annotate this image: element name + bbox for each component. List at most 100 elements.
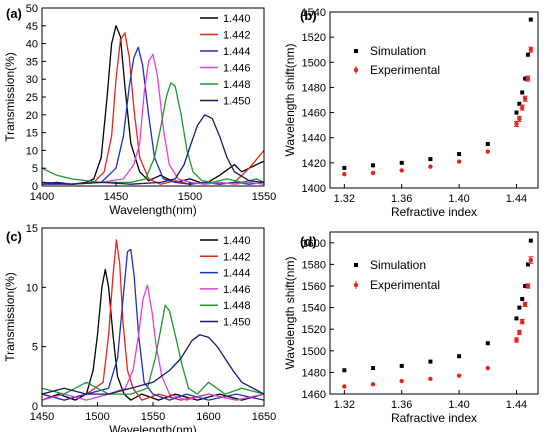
y-tick-label: 10 bbox=[26, 282, 38, 294]
y-axis-title: Wavelength shift(nm) bbox=[283, 44, 297, 157]
data-point-experimental bbox=[370, 382, 376, 387]
y-tick-label: 1520 bbox=[302, 32, 326, 44]
series-line-1.440 bbox=[42, 268, 264, 401]
x-tick-label: 1400 bbox=[30, 191, 54, 203]
data-point-simulation bbox=[342, 165, 347, 170]
legend-label: Experimental bbox=[370, 278, 440, 292]
legend-label: Simulation bbox=[370, 258, 426, 272]
y-tick-label: 15 bbox=[26, 128, 38, 140]
y-tick-label: 1540 bbox=[302, 303, 326, 315]
legend-label: Experimental bbox=[370, 63, 440, 77]
data-point-experimental bbox=[528, 257, 534, 263]
y-tick-label: 45 bbox=[26, 21, 38, 33]
data-point-simulation bbox=[485, 142, 490, 146]
data-point-simulation bbox=[528, 238, 533, 243]
data-point-simulation bbox=[371, 163, 376, 168]
legend-label: 1.450 bbox=[223, 96, 251, 108]
data-point-simulation bbox=[428, 157, 433, 162]
data-point-simulation bbox=[457, 152, 462, 157]
data-point-experimental bbox=[342, 171, 347, 177]
x-axis-title: Wavelength(nm) bbox=[109, 423, 197, 432]
plot-frame bbox=[329, 11, 539, 189]
x-tick-label: 1.32 bbox=[334, 399, 355, 411]
legend-label: 1.440 bbox=[223, 235, 251, 247]
data-point-simulation bbox=[525, 52, 530, 57]
y-tick-label: 25 bbox=[26, 92, 38, 104]
y-tick-label: 1560 bbox=[302, 281, 326, 293]
data-point-experimental bbox=[342, 384, 347, 389]
y-axis-title: Transmission(%) bbox=[3, 52, 17, 142]
y-axis-title: Wavelength shift(nm) bbox=[283, 257, 297, 370]
legend: 1.440 1.442 1.444 1.446 1.448 1.450 bbox=[200, 235, 251, 329]
y-tick-label: 1480 bbox=[302, 82, 326, 94]
data-point-simulation bbox=[399, 160, 404, 165]
x-tick-label: 1600 bbox=[196, 411, 220, 423]
series-line-1.446 bbox=[42, 53, 264, 185]
data-point-experimental bbox=[517, 330, 522, 335]
series-line-1.444 bbox=[42, 46, 264, 185]
data-point-simulation bbox=[514, 110, 519, 115]
legend-swatch bbox=[353, 67, 359, 73]
y-tick-label: 1540 bbox=[302, 7, 326, 19]
data-point-simulation bbox=[520, 90, 525, 95]
data-point-experimental bbox=[485, 365, 490, 371]
y-tick-label: 1480 bbox=[302, 367, 326, 379]
x-tick-label: 1450 bbox=[104, 191, 128, 203]
x-tick-label: 1450 bbox=[30, 411, 54, 423]
y-tick-label: 1460 bbox=[302, 108, 326, 120]
y-tick-label: 15 bbox=[26, 223, 38, 235]
data-point-simulation bbox=[525, 262, 530, 267]
data-point-experimental bbox=[520, 105, 525, 110]
legend-label: 1.446 bbox=[223, 63, 251, 75]
y-tick-label: 5 bbox=[32, 163, 38, 175]
legend-swatch bbox=[354, 263, 358, 267]
y-tick-label: 1440 bbox=[302, 133, 326, 145]
y-tick-label: 0 bbox=[32, 401, 38, 413]
plot-area bbox=[42, 239, 264, 401]
data-point-simulation bbox=[428, 359, 433, 364]
data-point-simulation bbox=[399, 363, 404, 368]
legend-label: 1.448 bbox=[223, 79, 251, 91]
panel-label: (a) bbox=[6, 6, 22, 21]
y-tick-label: 1500 bbox=[302, 57, 326, 69]
legend-label: 1.444 bbox=[223, 46, 251, 58]
legend-label: 1.444 bbox=[223, 268, 251, 280]
data-point-experimental bbox=[522, 96, 528, 101]
panel-3: (c) 1450 1500 1550 1600 1650 0 5 10 15 Wavelength(… bbox=[3, 223, 276, 432]
panel-label: (d) bbox=[300, 234, 317, 249]
data-point-experimental bbox=[514, 121, 519, 127]
x-axis-title: Rafractive index bbox=[391, 411, 477, 425]
series-line-1.448 bbox=[42, 82, 264, 184]
legend: Simulation Experimental bbox=[353, 44, 440, 77]
y-tick-label: 1580 bbox=[302, 259, 326, 271]
x-tick-label: 1550 bbox=[141, 411, 165, 423]
legend-label: Simulation bbox=[370, 44, 426, 58]
data-point-experimental bbox=[520, 319, 525, 324]
panel-label: (c) bbox=[6, 229, 22, 244]
y-tick-label: 20 bbox=[26, 110, 38, 122]
data-point-experimental bbox=[514, 337, 519, 343]
x-tick-label: 1.32 bbox=[334, 193, 355, 205]
data-point-experimental bbox=[522, 302, 528, 307]
x-tick-label: 1.40 bbox=[448, 193, 469, 205]
x-tick-label: 1.36 bbox=[391, 193, 412, 205]
y-tick-label: 0 bbox=[32, 181, 38, 193]
x-axis-title: Wavelength(nm) bbox=[109, 203, 197, 217]
data-point-experimental bbox=[525, 283, 531, 289]
data-point-simulation bbox=[517, 101, 522, 106]
y-tick-label: 1600 bbox=[302, 238, 326, 250]
plot-area bbox=[342, 17, 534, 177]
data-point-simulation bbox=[342, 368, 347, 373]
legend: 1.440 1.442 1.444 1.446 1.448 1.450 bbox=[200, 13, 251, 108]
series-line-1.448 bbox=[42, 304, 264, 395]
x-tick-label: 1.44 bbox=[506, 193, 527, 205]
data-point-simulation bbox=[457, 354, 462, 359]
y-tick-label: 35 bbox=[26, 56, 38, 68]
panel-1: (a) 1400 1450 1500 1550 0 5 10 15 20 25 30 35 40 45 50 W… bbox=[3, 3, 276, 217]
legend-swatch bbox=[353, 282, 359, 288]
data-point-simulation bbox=[517, 305, 522, 310]
series-line-1.442 bbox=[42, 239, 264, 401]
panel-label: (b) bbox=[300, 8, 317, 23]
data-point-experimental bbox=[456, 373, 462, 378]
